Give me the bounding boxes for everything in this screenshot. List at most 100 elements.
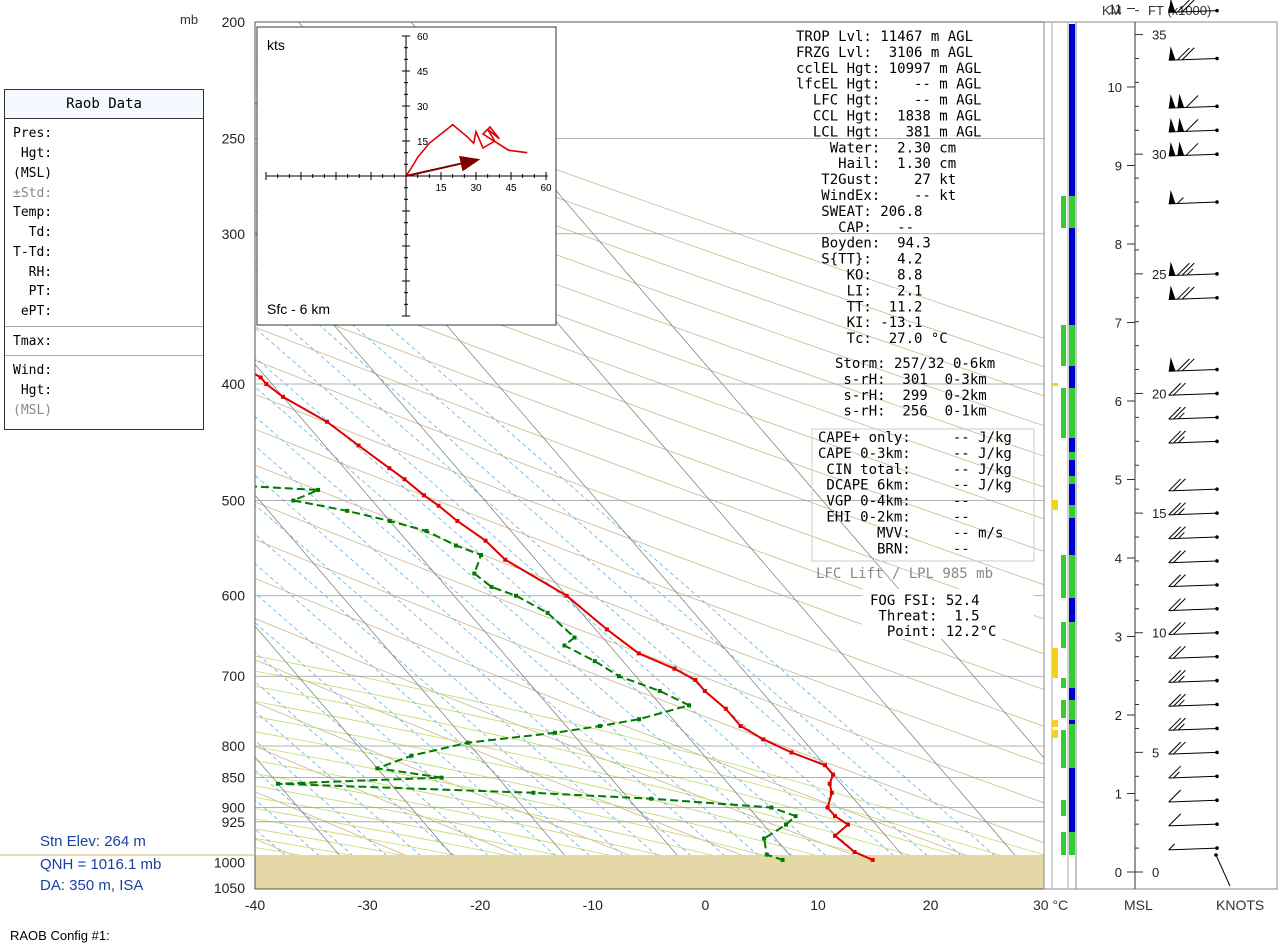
mixing-ratio-line — [255, 209, 1033, 889]
temperature-point — [636, 651, 641, 656]
index-line: TROP Lvl: 11467 m AGL — [796, 29, 973, 45]
msl-label: MSL — [1124, 897, 1153, 913]
temperature-point — [356, 443, 361, 448]
wind-barb-staff — [1168, 775, 1218, 779]
temperature-point — [483, 538, 488, 543]
temperature-point — [165, 312, 169, 316]
wind-barb-staff — [1168, 105, 1218, 109]
pressure-tick-label: 925 — [222, 814, 246, 830]
dewpoint-point — [562, 643, 567, 648]
raob-label-pres: Pres: — [13, 126, 53, 141]
wind-bar-segment — [1069, 24, 1075, 196]
dewpoint-point — [617, 674, 622, 679]
raob-label-std: ±Std: — [13, 186, 53, 201]
wind-barb-feather — [1177, 262, 1190, 276]
fog-index-line: FOG FSI: 52.4 — [870, 593, 980, 609]
wind-bar-segment — [1052, 500, 1058, 510]
wind-barb-feather — [1173, 621, 1186, 635]
pressure-tick-label: 800 — [222, 738, 246, 754]
wind-barb-staff — [1168, 680, 1218, 683]
temperature-point — [455, 519, 460, 524]
wind-bar-segment — [1069, 388, 1075, 438]
index-line: Water: 2.30 cm — [796, 140, 956, 156]
wind-bar-segment — [1061, 388, 1066, 438]
wind-bar-segment — [1061, 622, 1066, 648]
hodograph-y-tick-label: 45 — [417, 67, 429, 78]
moist-adiabat — [255, 655, 1044, 856]
wind-barb-staff — [1168, 129, 1218, 133]
wind-barb-feather — [1173, 382, 1186, 396]
dry-adiabat — [255, 171, 1044, 457]
wind-barb-feather — [1177, 0, 1190, 13]
wind-barbs — [1168, 0, 1231, 887]
mixing-ratio-line — [255, 356, 864, 889]
station-elevation: Stn Elev: 264 m — [40, 833, 146, 850]
ft-tick-label: 10 — [1152, 626, 1166, 641]
cape-index-line: MVV: -- m/s — [818, 525, 1003, 541]
wind-barb-staff — [1168, 536, 1218, 540]
km-tick-label: 1 — [1115, 787, 1122, 802]
hodograph-y-tick-label: 15 — [417, 137, 429, 148]
wind-barb-staff — [1168, 153, 1218, 157]
mixing-ratio-line — [255, 327, 898, 889]
moist-adiabat — [255, 716, 976, 889]
wind-barb-staff — [1168, 799, 1218, 803]
cape-index-line: EHI 0-2km: -- — [818, 510, 970, 526]
temperature-point — [831, 772, 836, 777]
wind-barb-feather — [1181, 358, 1195, 372]
knots-label: KNOTS — [1216, 897, 1264, 913]
dewpoint-point — [121, 477, 125, 481]
wind-barb-pennant — [1168, 357, 1176, 372]
temperature-point — [693, 677, 698, 682]
raob-label-wind-hgt: Hgt: — [13, 383, 53, 398]
temperature-point — [213, 348, 217, 352]
wind-barb-feather — [1177, 358, 1190, 372]
index-line: CCL Hgt: 1838 m AGL — [796, 109, 981, 125]
wind-barb-feather — [1173, 693, 1186, 707]
dewpoint-point — [513, 593, 518, 598]
wind-barb-staff — [1168, 392, 1218, 396]
dry-adiabat — [255, 59, 1044, 339]
wind-barb-staff — [1168, 656, 1218, 659]
dry-adiabat — [255, 393, 1044, 691]
temperature-point — [436, 503, 441, 508]
raob-label-pt: PT: — [13, 284, 53, 299]
wind-barb-staff — [1168, 297, 1218, 301]
index-line: lfcEL Hgt: -- m AGL — [796, 77, 981, 93]
dewpoint-point — [98, 444, 102, 448]
temperature-point — [723, 706, 728, 711]
storm-index-line: Storm: 257/32 0-6km — [835, 356, 995, 372]
mixing-ratio-line — [255, 533, 661, 889]
temperature-point — [672, 666, 677, 671]
dewpoint-point — [0, 369, 4, 373]
wind-barb-feather — [1181, 47, 1195, 61]
dry-adiabat — [255, 501, 1044, 804]
dewpoint-point — [545, 610, 550, 615]
cape-index-line: VGP 0-4km: -- — [818, 494, 970, 510]
wind-barb-feather — [1173, 550, 1186, 563]
ft-tick-label: 5 — [1152, 745, 1159, 760]
km-tick-label: 7 — [1115, 316, 1122, 331]
dry-adiabat — [255, 745, 599, 889]
wind-bar-segment — [1069, 325, 1075, 366]
wind-barb-staff — [1168, 416, 1218, 420]
index-line: Tc: 27.0 °C — [796, 331, 948, 347]
moist-adiabat — [255, 685, 1044, 882]
dry-adiabat — [255, 86, 1044, 368]
hodograph-inset[interactable]: 15 15 30 30 45 45 60 60 kts Sfc - 6 km — [256, 26, 557, 326]
moist-adiabat — [255, 773, 796, 889]
dewpoint-trace[interactable] — [0, 22, 798, 861]
index-line: CAP: -- — [796, 220, 914, 236]
wind-barb-pennant — [1168, 261, 1176, 276]
ft-tick-label: 25 — [1152, 267, 1166, 282]
wind-barb-pennant — [1168, 285, 1176, 300]
raob-label-temp: Temp: — [13, 205, 53, 220]
station-density-altitude: DA: 350 m, ISA — [40, 877, 143, 894]
isotherm-line — [255, 625, 481, 889]
temperature-point — [264, 381, 269, 386]
index-line: LCL Hgt: 381 m AGL — [796, 124, 981, 140]
wind-barb-half-feather — [1178, 675, 1185, 683]
wind-barb-feather — [1173, 526, 1186, 539]
km-tick-label: 3 — [1115, 630, 1122, 645]
